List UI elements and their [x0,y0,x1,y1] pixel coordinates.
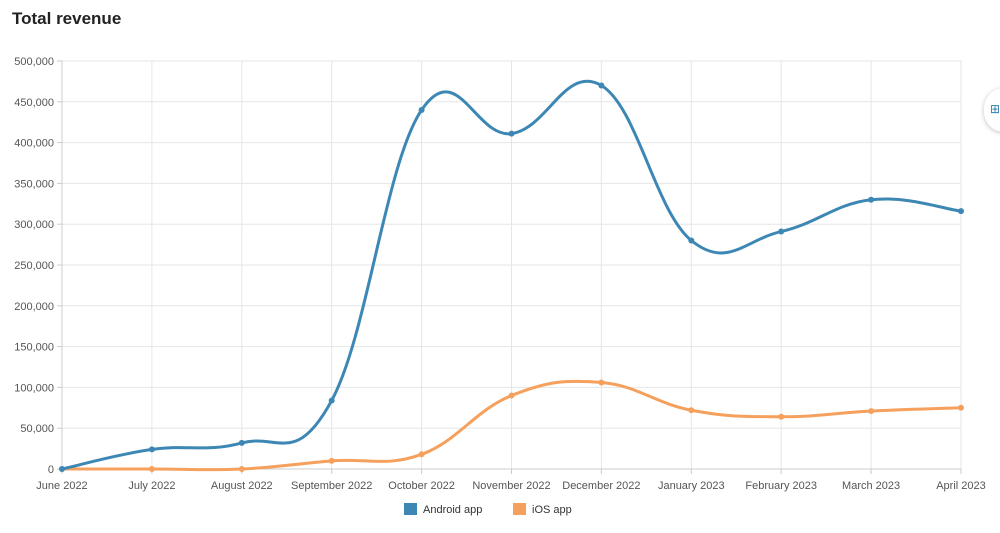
ios-app-data-point[interactable] [958,404,964,411]
y-tick-label: 250,000 [14,260,54,272]
android-app-data-point[interactable] [598,82,605,89]
x-tick-label: February 2023 [745,480,817,492]
x-tick-label: July 2022 [128,480,175,492]
panel-icon: ⊞ [990,102,1000,116]
y-tick-label: 100,000 [14,382,54,394]
legend-label: Android app [423,504,482,516]
android-app-data-point[interactable] [868,196,875,203]
y-tick-label: 300,000 [14,219,54,231]
y-tick-label: 400,000 [14,138,54,150]
x-tick-label: December 2022 [562,480,640,492]
android-app-data-point[interactable] [148,446,155,453]
ios-app-data-point[interactable] [418,451,425,458]
android-app-data-point[interactable] [238,439,245,446]
y-tick-label: 50,000 [20,423,54,435]
ios-app-data-point[interactable] [778,413,785,420]
y-tick-label: 450,000 [14,97,54,109]
series-layer [59,79,964,472]
android-app-data-point[interactable] [778,228,785,235]
ios-app-data-point[interactable] [328,457,335,464]
grid-layer [61,60,962,470]
legend-item-ios-app[interactable]: iOS app [513,503,572,516]
x-tick-label: September 2022 [291,480,372,492]
legend[interactable]: Android app iOS app [404,503,572,516]
android-app-data-point[interactable] [59,466,65,472]
x-tick-label: April 2023 [936,480,986,492]
ios-app-data-point[interactable] [508,392,515,399]
x-tick-label: January 2023 [658,480,725,492]
android-app-data-point[interactable] [688,237,695,244]
ios-app-data-point[interactable] [598,379,605,386]
chart-title: Total revenue [12,9,122,28]
x-tick-label: March 2023 [842,480,900,492]
x-tick-label: November 2022 [472,480,550,492]
legend-swatch [513,503,526,515]
android-app-data-point[interactable] [508,130,515,137]
ios-app-data-point[interactable] [148,466,155,472]
axis-layer: 0 50,000 100,000 150,000 200,000 250,000 300,0… [14,56,986,492]
legend-item-android-app[interactable]: Android app [404,503,482,516]
legend-label: iOS app [532,504,572,516]
y-tick-label: 350,000 [14,178,54,190]
ios-app-data-point[interactable] [868,408,875,415]
side-panel-toggle[interactable]: ⊞ [984,88,1000,132]
y-tick-label: 150,000 [14,342,54,354]
android-app-data-point[interactable] [958,208,964,215]
y-tick-label: 500,000 [14,56,54,68]
x-tick-label: June 2022 [36,480,87,492]
android-app-data-point[interactable] [328,397,335,404]
y-tick-label: 0 [48,464,54,476]
android-app-data-point[interactable] [418,106,425,113]
x-tick-label: August 2022 [211,480,273,492]
ios-app-data-point[interactable] [238,466,245,472]
ios-app-data-point[interactable] [688,407,695,414]
legend-swatch [404,503,417,515]
x-tick-label: October 2022 [388,480,455,492]
y-tick-label: 200,000 [14,301,54,313]
